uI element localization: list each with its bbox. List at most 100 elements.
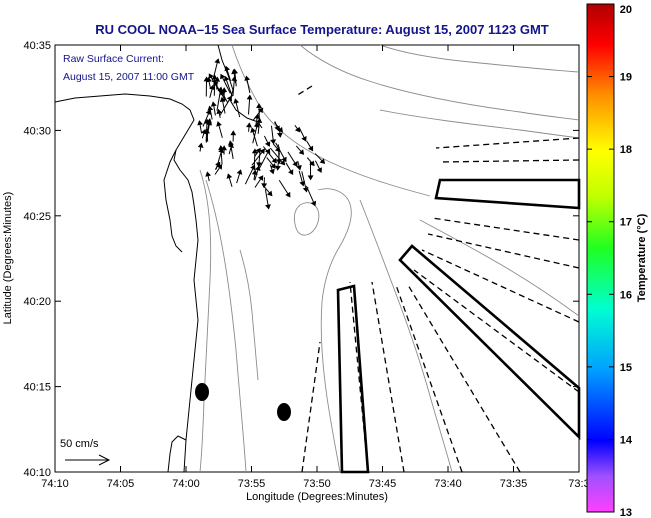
current-vector (275, 142, 287, 163)
current-vector-head (265, 148, 271, 155)
current-vector-head (233, 98, 240, 104)
x-axis-label: Longitude (Degrees:Minutes) (246, 491, 388, 503)
current-vector-head (270, 139, 277, 145)
bathymetry-contour (199, 169, 212, 473)
bathymetry-contour (379, 109, 580, 139)
current-vector (261, 177, 268, 189)
x-tick-label: 73:45 (369, 478, 397, 490)
current-vector (251, 169, 258, 180)
current-vector (201, 128, 207, 139)
current-vector (226, 173, 233, 187)
current-vector-head (214, 58, 221, 64)
current-vector-head (269, 168, 275, 175)
current-vector (270, 125, 277, 145)
current-vector (197, 120, 203, 134)
y-tick-label: 40:10 (23, 467, 51, 479)
sampling-box-southeast (398, 244, 581, 441)
current-vector-head (302, 187, 309, 193)
colorbar-tick-label: 15 (620, 362, 632, 374)
x-tick-label: 74:05 (107, 478, 135, 490)
scale-arrow (65, 454, 111, 466)
current-vector-head (259, 148, 265, 155)
current-vector-head (236, 169, 243, 175)
current-vector (254, 113, 260, 127)
colorbar-ticks: 13 14 15 16 17 18 19 20 (587, 3, 633, 518)
current-vector (220, 73, 231, 94)
current-vector-head (231, 76, 238, 82)
current-vector (256, 117, 263, 134)
current-vector-head (267, 190, 273, 197)
current-vector (306, 140, 314, 152)
current-vector-head (246, 122, 252, 128)
current-vector (266, 157, 276, 169)
current-vector (314, 160, 322, 173)
current-vector-head (296, 164, 302, 171)
current-vector (246, 94, 253, 115)
current-vector-head (254, 165, 261, 172)
sector-line (439, 159, 580, 163)
current-vector (294, 124, 301, 133)
station-marker (195, 383, 209, 401)
colorbar-tick-label: 13 (620, 507, 632, 518)
bathymetry-contours (199, 44, 580, 473)
y-tick-label: 40:25 (23, 211, 51, 223)
current-vector-head (211, 74, 218, 80)
current-vector (262, 185, 273, 197)
current-vector (230, 130, 237, 142)
current-vector (256, 103, 263, 119)
x-tick-label: 73:35 (500, 478, 528, 490)
sector-line (395, 284, 463, 473)
current-vector (244, 75, 251, 94)
current-vector (298, 170, 306, 187)
colorbar-tick-label: 18 (620, 144, 632, 156)
colorbar-tick-label: 16 (620, 289, 632, 301)
current-vector-head (221, 87, 228, 93)
current-vector-head (301, 135, 307, 142)
current-vector (219, 95, 232, 116)
current-vector-head (279, 159, 286, 166)
current-vector-head (275, 165, 281, 171)
bathymetry-contour (205, 179, 247, 473)
annotation-line-2: August 15, 2007 11:00 GMT (63, 71, 195, 83)
current-vector-head (256, 117, 263, 123)
x-axis-ticks: 74:10 74:05 74:00 73:55 73:50 73:45 73:40 73:35… (41, 45, 590, 490)
current-vector (205, 171, 212, 182)
current-vector-head (276, 159, 282, 165)
current-vector-head (256, 103, 263, 109)
current-vector (216, 108, 223, 118)
current-vector (262, 146, 277, 164)
current-vector-head (298, 149, 305, 155)
surface-current-vectors (197, 58, 326, 210)
current-vector (224, 65, 232, 82)
current-vector-head (251, 148, 258, 154)
current-vector-head (220, 73, 226, 80)
current-vector (231, 76, 238, 97)
sector-line (435, 137, 580, 149)
figure-title: RU COOL NOAA–15 Sea Surface Temperature:… (95, 22, 549, 37)
x-tick-label: 73:3 (568, 478, 589, 490)
current-vector-head (270, 163, 276, 169)
current-vector-head (281, 156, 287, 163)
current-vector (295, 145, 305, 155)
current-vector (278, 179, 291, 198)
current-vector-head (309, 160, 315, 167)
annotation-line-1: Raw Surface Current: (63, 53, 164, 65)
current-vector-head (256, 162, 263, 168)
current-vector (307, 161, 314, 181)
sector-line (413, 269, 580, 393)
bathymetry-contour (317, 188, 352, 473)
colorbar-tick-label: 19 (620, 72, 632, 84)
current-vector-head (223, 75, 230, 82)
current-vector-head (265, 204, 271, 210)
y-tick-label: 40:35 (23, 40, 51, 52)
current-vector-head (210, 101, 217, 107)
scale-label: 50 cm/s (60, 438, 99, 450)
colorbar-tick-label: 17 (620, 217, 632, 229)
current-vector (287, 151, 298, 167)
x-tick-label: 73:55 (238, 478, 266, 490)
current-vector-head (319, 158, 326, 164)
current-vector-head (276, 132, 283, 138)
current-vector-head (277, 126, 284, 133)
current-vector (228, 142, 234, 155)
current-vector (273, 122, 284, 133)
